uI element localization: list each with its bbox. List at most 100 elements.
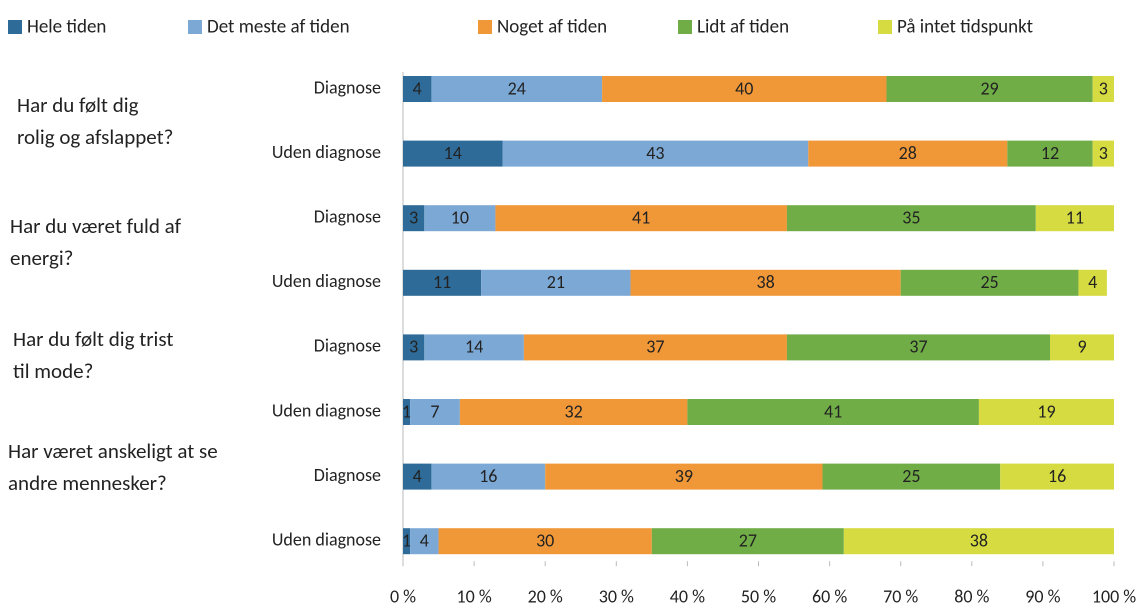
legend-label: Hele tiden — [27, 16, 106, 39]
group-label: andre mennesker? — [8, 470, 167, 496]
legend-swatch — [8, 20, 22, 34]
group-label: energi? — [10, 245, 73, 271]
bar-segment — [424, 205, 496, 232]
bar-segment — [1007, 140, 1093, 167]
data-label: 37 — [909, 336, 927, 358]
data-label: 4 — [420, 529, 429, 551]
data-label: 29 — [980, 77, 998, 99]
x-tick-label: 20 % — [528, 585, 563, 607]
bar-segment — [502, 140, 809, 167]
data-label: 12 — [1041, 142, 1059, 164]
bar-segment — [651, 528, 844, 555]
data-label: 14 — [444, 142, 462, 164]
data-label: 11 — [1066, 206, 1084, 228]
data-label: 10 — [451, 206, 469, 228]
data-label: 9 — [1077, 336, 1086, 358]
data-label: 7 — [430, 400, 439, 422]
bar-segment — [403, 269, 482, 296]
data-label: 38 — [970, 529, 988, 551]
legend-swatch — [478, 20, 492, 34]
bar-segment — [459, 399, 688, 425]
data-label: 4 — [413, 465, 422, 487]
data-label: 40 — [735, 77, 753, 99]
bar-segment — [438, 528, 652, 555]
bar-segment — [886, 76, 1093, 102]
data-label: 14 — [465, 336, 483, 358]
data-label: 3 — [409, 336, 418, 358]
data-label: 35 — [902, 206, 920, 228]
legend-swatch — [678, 20, 692, 34]
x-tick-label: 70 % — [883, 585, 918, 607]
group-label: Har du følt dig trist — [13, 326, 173, 352]
bar-segment — [1035, 205, 1114, 232]
group-label: til mode? — [13, 358, 93, 384]
bar-segment — [687, 399, 979, 425]
data-label: 32 — [565, 400, 583, 422]
x-tick-label: 100 % — [1092, 585, 1136, 607]
data-label: 16 — [479, 465, 497, 487]
legend-label: På intet tidspunkt — [897, 16, 1034, 39]
bar-segment — [403, 205, 425, 232]
bar-segment — [410, 399, 460, 425]
bar-segment — [843, 528, 1114, 555]
legend-label: Det meste af tiden — [207, 16, 350, 39]
data-label: 3 — [1099, 77, 1108, 99]
bar-segment — [786, 205, 1036, 232]
bar-segment — [808, 140, 1008, 167]
bar-segment — [1092, 140, 1114, 167]
legend-label: Noget af tiden — [497, 16, 607, 39]
group-label: Har du været fuld af — [10, 213, 182, 239]
bar-segment — [403, 463, 432, 490]
data-label: 43 — [646, 142, 664, 164]
bar-segment — [1050, 334, 1114, 361]
data-label: 27 — [739, 529, 757, 551]
bar-segment — [403, 140, 503, 167]
x-tick-label: 30 % — [599, 585, 634, 607]
data-label: 41 — [824, 400, 842, 422]
category-label: Uden diagnose — [272, 270, 381, 292]
data-label: 4 — [1088, 271, 1097, 293]
data-label: 3 — [409, 206, 418, 228]
data-label: 1 — [402, 400, 411, 422]
category-label: Diagnose — [314, 335, 381, 357]
bar-segment — [786, 334, 1051, 361]
category-label: Diagnose — [314, 464, 381, 486]
bar-segment — [602, 76, 887, 102]
x-tick-label: 60 % — [812, 585, 847, 607]
data-label: 25 — [902, 465, 920, 487]
data-label: 11 — [433, 271, 451, 293]
data-label: 4 — [413, 77, 422, 99]
category-label: Uden diagnose — [272, 141, 381, 163]
legend-swatch — [878, 20, 892, 34]
category-label: Diagnose — [314, 76, 381, 98]
data-label: 25 — [980, 271, 998, 293]
data-label: 37 — [646, 336, 664, 358]
category-label: Uden diagnose — [272, 528, 381, 550]
data-label: 19 — [1037, 400, 1055, 422]
data-label: 16 — [1048, 465, 1066, 487]
bar-segment — [900, 269, 1079, 296]
data-label: 41 — [632, 206, 650, 228]
legend-swatch — [188, 20, 202, 34]
data-label: 38 — [756, 271, 774, 293]
group-label: Har du følt dig — [17, 92, 139, 118]
bar-segment — [545, 463, 823, 490]
x-tick-label: 10 % — [457, 585, 492, 607]
bar-segment — [978, 399, 1114, 425]
data-label: 1 — [402, 529, 411, 551]
bar-segment — [481, 269, 631, 296]
data-label: 3 — [1099, 142, 1108, 164]
x-tick-label: 40 % — [670, 585, 705, 607]
bar-segment — [403, 334, 425, 361]
x-tick-label: 80 % — [954, 585, 989, 607]
category-label: Uden diagnose — [272, 399, 381, 421]
bar-segment — [403, 399, 411, 425]
bar-segment — [424, 334, 524, 361]
legend-label: Lidt af tiden — [697, 16, 789, 39]
bar-segment — [431, 76, 603, 102]
bar-segment — [495, 205, 787, 232]
data-label: 28 — [899, 142, 917, 164]
data-label: 39 — [675, 465, 693, 487]
x-tick-label: 0 % — [390, 585, 416, 607]
